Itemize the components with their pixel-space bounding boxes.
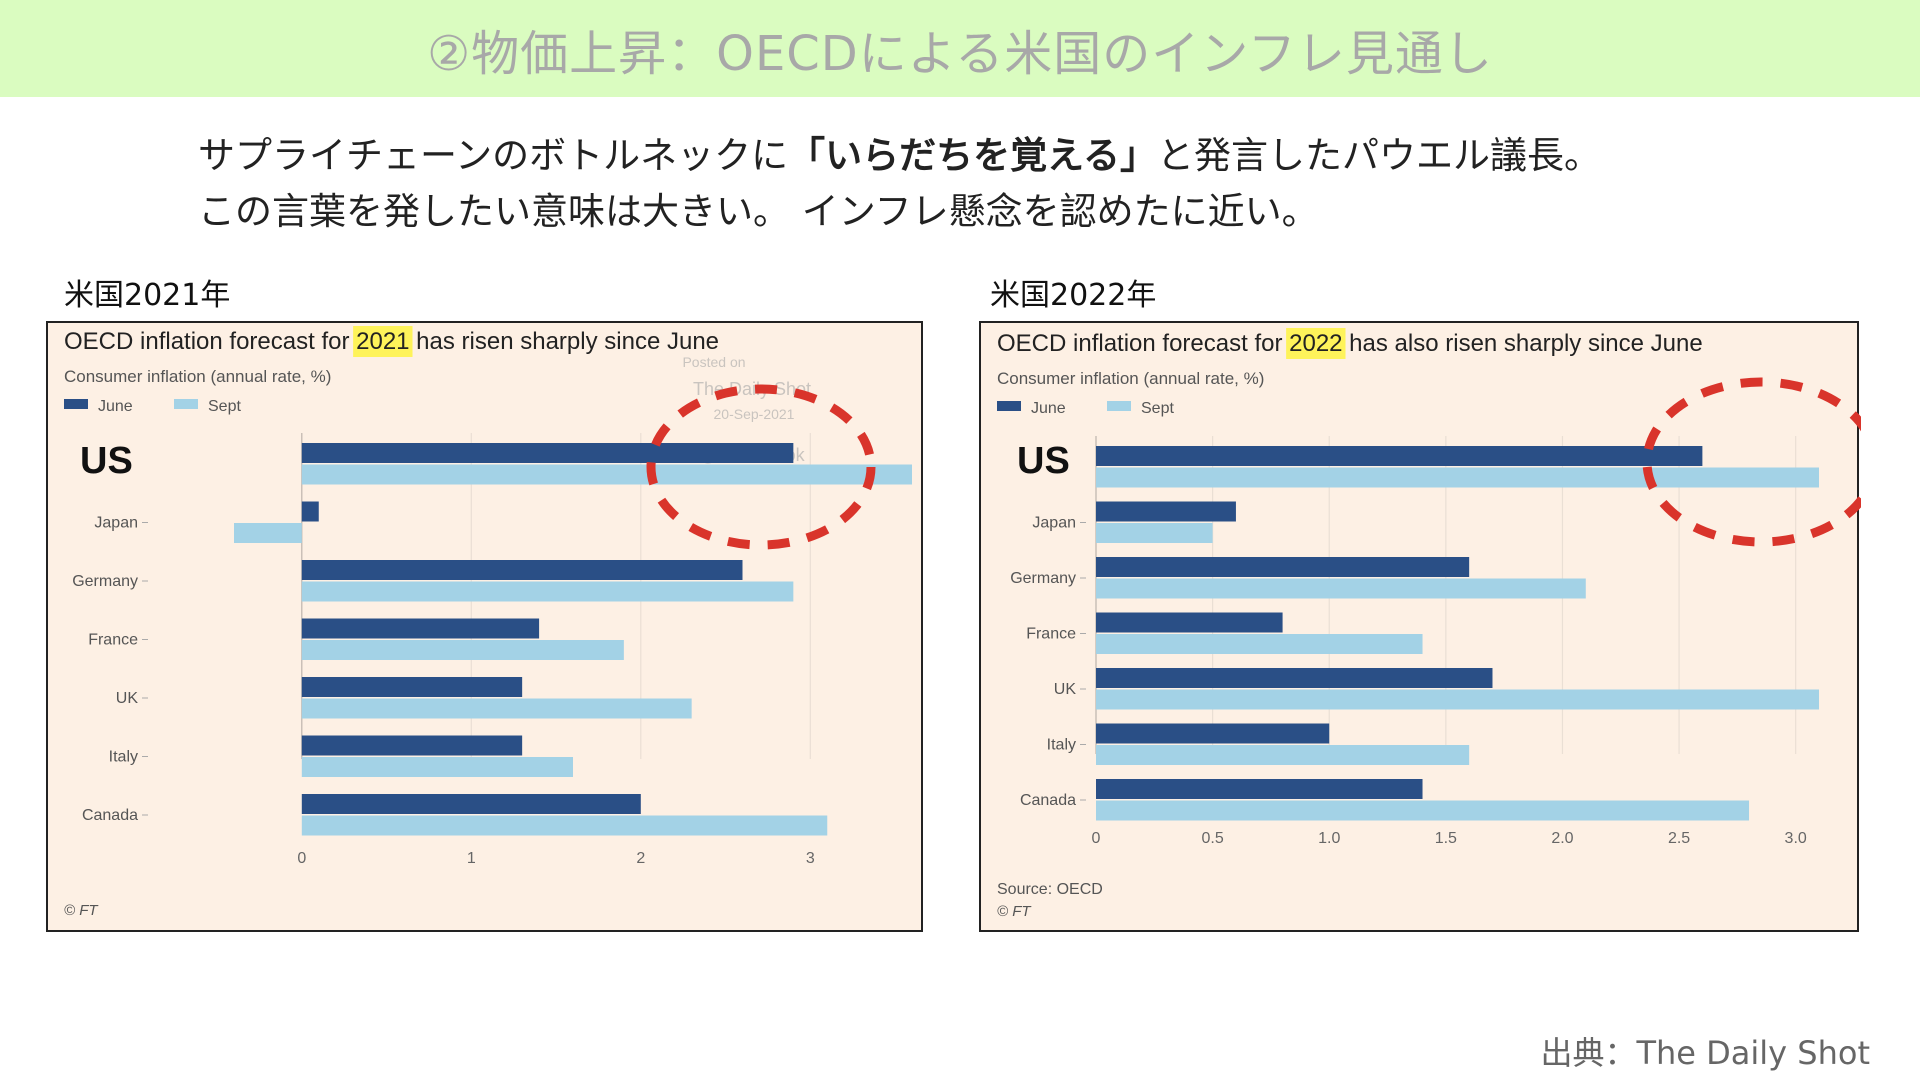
intro-line-1-end: と発言したパウエル議長。 <box>1157 134 1602 177</box>
category-label-japan: Japan <box>94 515 138 532</box>
highlight-circle <box>1642 377 1861 547</box>
intro-quote: 「いらだちを覚える」 <box>788 134 1158 177</box>
legend-swatch-sept <box>1107 401 1131 411</box>
bar-sept-us <box>301 464 912 485</box>
bar-sept-germany <box>301 581 794 602</box>
bar-sept-france <box>301 640 624 660</box>
chart-credit: © FT <box>997 903 1032 920</box>
bar-june-us <box>1096 446 1703 466</box>
bar-sept-us <box>1096 467 1819 488</box>
intro-line-1-start: サプライチェーンのボトルネックに <box>198 134 789 177</box>
x-tick-label: 1.0 <box>1318 830 1340 847</box>
watermark-text: Posted on <box>682 354 745 370</box>
category-label-canada: Canada <box>82 807 138 824</box>
chart-title-end: has also risen sharply since June <box>1343 330 1703 357</box>
bar-sept-japan <box>234 523 302 543</box>
page-title: ②物価上昇：OECDによる米国のインフレ見通し <box>427 25 1493 82</box>
bar-june-canada <box>301 794 641 814</box>
footer-source: 出典：The Daily Shot <box>1540 1034 1870 1072</box>
legend-label-june: June <box>1031 400 1066 417</box>
x-tick-label: 0.5 <box>1201 830 1223 847</box>
chart-panel-2021: OECD inflation forecast for 2021 has ris… <box>46 321 923 932</box>
category-label-germany: Germany <box>1010 570 1076 587</box>
us-callout-label: US <box>80 440 133 482</box>
bar-june-france <box>1096 612 1283 633</box>
category-label-uk: UK <box>116 690 139 707</box>
category-label-italy: Italy <box>1047 737 1076 754</box>
left-chart-label: 米国2021年 <box>64 278 231 313</box>
bar-sept-italy <box>301 757 573 777</box>
right-chart-label: 米国2022年 <box>990 278 1157 313</box>
bar-june-japan <box>301 501 319 522</box>
category-label-germany: Germany <box>72 573 138 590</box>
chart-title-start: OECD inflation forecast for <box>997 330 1289 357</box>
legend-label-june: June <box>98 398 133 415</box>
chart-title-year: 2021 <box>356 328 409 355</box>
bar-june-italy <box>301 735 523 756</box>
chart-subtitle: Consumer inflation (annual rate, %) <box>64 367 331 386</box>
bar-sept-canada <box>1096 800 1750 821</box>
x-tick-label: 2.5 <box>1668 830 1690 847</box>
x-tick-label: 1.5 <box>1435 830 1457 847</box>
category-label-canada: Canada <box>1020 792 1076 809</box>
bar-june-us <box>301 443 794 463</box>
category-label-france: France <box>88 632 138 649</box>
category-label-italy: Italy <box>109 749 138 766</box>
watermark-text: 20-Sep-2021 <box>714 406 795 422</box>
x-tick-label: 0 <box>297 850 306 867</box>
chart-title-start: OECD inflation forecast for <box>64 328 356 355</box>
bar-june-canada <box>1096 779 1423 799</box>
chart-title: OECD inflation forecast for 2021 has ris… <box>64 328 719 355</box>
bar-sept-italy <box>1096 745 1470 765</box>
intro-line-2: この言葉を発したい意味は大きい。 インフレ懸念を認めたに近い。 <box>198 190 1319 233</box>
bar-sept-canada <box>301 815 828 836</box>
category-label-japan: Japan <box>1032 515 1076 532</box>
watermark-text: The Daily Shot <box>693 379 811 399</box>
chart-2022: OECD inflation forecast for 2022 has als… <box>997 328 1861 920</box>
chart-title-end: has risen sharply since June <box>410 328 720 355</box>
legend-swatch-june <box>997 401 1021 411</box>
x-tick-label: 2 <box>636 850 645 867</box>
intro-text: サプライチェーンのボトルネックに「いらだちを覚える」と発言したパウエル議長。 こ… <box>198 128 1601 240</box>
x-tick-label: 3.0 <box>1785 830 1807 847</box>
chart-title: OECD inflation forecast for 2022 has als… <box>997 330 1703 357</box>
x-tick-label: 0 <box>1092 830 1101 847</box>
title-banner: ②物価上昇：OECDによる米国のインフレ見通し <box>0 0 1920 97</box>
category-label-france: France <box>1026 626 1076 643</box>
bar-june-germany <box>1096 557 1470 577</box>
x-tick-label: 2.0 <box>1551 830 1573 847</box>
bar-sept-uk <box>301 698 692 719</box>
legend-swatch-sept <box>174 399 198 409</box>
bar-sept-france <box>1096 634 1423 654</box>
bar-june-italy <box>1096 723 1330 744</box>
legend-swatch-june <box>64 399 88 409</box>
chart-source: Source: OECD <box>997 881 1103 898</box>
highlight-circle <box>646 384 876 550</box>
bar-june-uk <box>1096 668 1493 688</box>
chart-2021: OECD inflation forecast for 2021 has ris… <box>64 326 912 919</box>
bar-june-japan <box>1096 501 1236 522</box>
bar-june-germany <box>301 560 743 580</box>
us-callout-label: US <box>1017 440 1070 482</box>
x-tick-label: 3 <box>806 850 815 867</box>
intro-line-1: サプライチェーンのボトルネックに「いらだちを覚える」と発言したパウエル議長。 <box>198 128 1601 184</box>
legend-label-sept: Sept <box>208 398 241 415</box>
category-label-uk: UK <box>1054 681 1077 698</box>
chart-panel-2022: OECD inflation forecast for 2022 has als… <box>979 321 1861 932</box>
chart-subtitle: Consumer inflation (annual rate, %) <box>997 369 1264 388</box>
legend-label-sept: Sept <box>1141 400 1174 417</box>
title-year-highlight <box>353 326 413 357</box>
bar-june-france <box>301 618 540 639</box>
bar-sept-germany <box>1096 578 1586 599</box>
bar-sept-uk <box>1096 689 1819 710</box>
bar-sept-japan <box>1096 523 1213 543</box>
title-year-highlight <box>1286 328 1346 359</box>
chart-title-year: 2022 <box>1289 330 1342 357</box>
bar-june-uk <box>301 677 523 697</box>
x-tick-label: 1 <box>467 850 476 867</box>
chart-credit: © FT <box>64 902 99 919</box>
